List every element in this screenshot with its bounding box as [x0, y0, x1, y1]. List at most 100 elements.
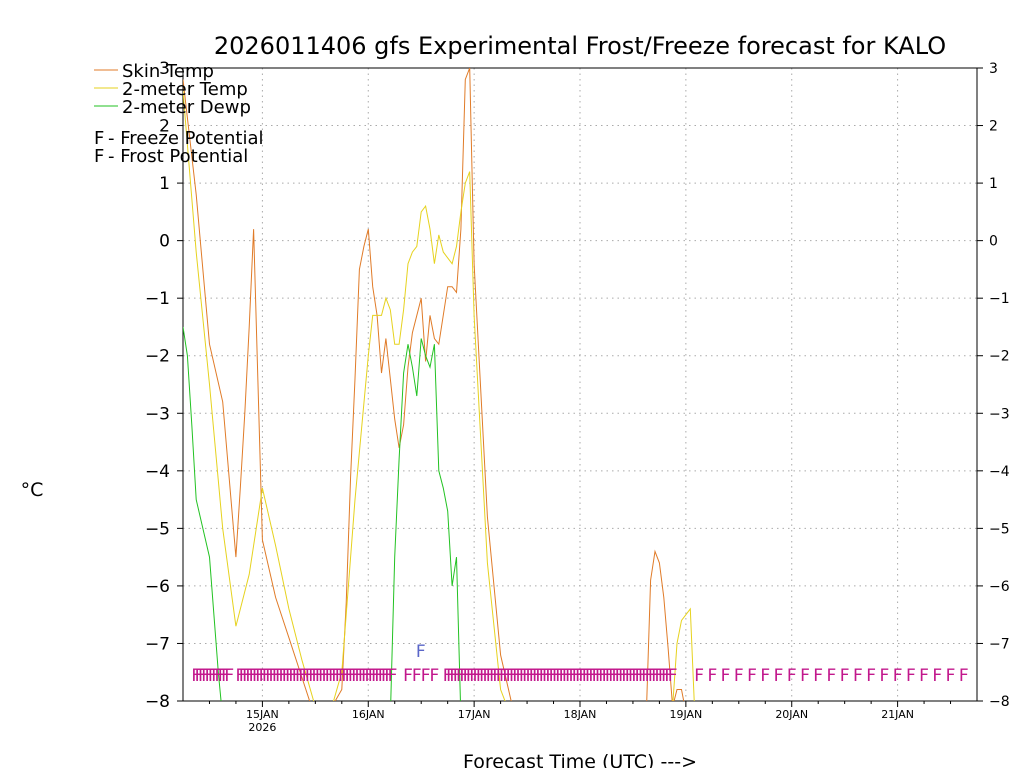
freeze-potential-marker: F [568, 666, 578, 686]
freeze-potential-marker: F [542, 666, 552, 686]
y-tick-label: 2 [159, 117, 170, 137]
freeze-potential-marker: F [664, 666, 674, 686]
series-line-2-meter-temp [183, 90, 695, 701]
freeze-potential-marker: F [272, 666, 282, 686]
freeze-potential-marker: F [555, 666, 565, 686]
freeze-potential-marker: F [249, 666, 259, 686]
y-tick-label-right: −3 [989, 406, 1010, 422]
freeze-potential-marker: F [549, 666, 559, 686]
freeze-potential-marker: F [492, 666, 502, 686]
freeze-potential-marker: F [625, 666, 635, 686]
y-tick-label-right: −4 [989, 464, 1010, 480]
freeze-potential-marker: F [853, 666, 863, 686]
freeze-potential-marker: F [318, 666, 328, 686]
freeze-potential-marker: F [218, 666, 228, 686]
x-tick-label: 16JAN [352, 708, 385, 721]
y-axis-unit-label: °C [21, 479, 44, 501]
freeze-potential-marker: F [525, 666, 535, 686]
freeze-potential-marker: F [539, 666, 549, 686]
x-tick-sublabel: 2026 [248, 721, 276, 734]
freeze-potential-marker: F [298, 666, 308, 686]
freeze-potential-marker: F [532, 666, 542, 686]
freeze-potential-marker: F [191, 666, 201, 686]
freeze-potential-marker: F [328, 666, 338, 686]
freeze-potential-marker: F [522, 666, 532, 686]
freeze-potential-marker: F [224, 666, 234, 686]
freeze-potential-marker: F [403, 666, 413, 686]
freeze-potential-marker: F [658, 666, 668, 686]
freeze-potential-marker: F [582, 666, 592, 686]
freeze-potential-marker: F [572, 666, 582, 686]
series-lines [183, 68, 695, 701]
freeze-potential-marker: F [562, 666, 572, 686]
legend-label-2m-temp: 2-meter Temp [122, 79, 248, 100]
freeze-potential-marker: F [516, 666, 526, 686]
freeze-potential-marker: F [361, 666, 371, 686]
x-axis-label: Forecast Time (UTC) ---> [463, 751, 697, 768]
series-line-2-meter-dewp [183, 326, 461, 701]
freeze-potential-marker: F [456, 666, 466, 686]
freeze-potential-marker: F [252, 666, 262, 686]
y-tick-label: −8 [145, 692, 170, 712]
freeze-potential-marker: F [545, 666, 555, 686]
freeze-potential-marker: F [535, 666, 545, 686]
y-tick-label: −3 [145, 404, 170, 424]
y-tick-label: 3 [159, 59, 170, 79]
freeze-potential-marker: F [552, 666, 562, 686]
freeze-potential-marker: F [473, 666, 483, 686]
freeze-potential-marker: F [578, 666, 588, 686]
freeze-potential-marker: F [694, 666, 704, 686]
freeze-potential-marker: F [866, 666, 876, 686]
y-tick-label-right: −1 [989, 291, 1010, 307]
freeze-potential-marker: F [641, 666, 651, 686]
freeze-potential-marker: F [628, 666, 638, 686]
freeze-potential-marker: F [388, 666, 398, 686]
freeze-potential-marker: F [269, 666, 279, 686]
freeze-potential-marker: F [602, 666, 612, 686]
freeze-potential-marker: F [661, 666, 671, 686]
freeze-potential-marker: F [242, 666, 252, 686]
freeze-potential-marker: F [565, 666, 575, 686]
freeze-potential-marker: F [308, 666, 318, 686]
y-tick-label: −5 [145, 519, 170, 539]
freeze-potential-marker: F [384, 666, 394, 686]
freeze-potential-marker: F [489, 666, 499, 686]
freeze-potential-marker: F [295, 666, 305, 686]
series-line-skin-temp [183, 68, 685, 701]
freeze-potential-marker: F [302, 666, 312, 686]
freeze-potential-marker: F [592, 666, 602, 686]
freeze-potential-marker: F [509, 666, 519, 686]
freeze-potential-marker: F [364, 666, 374, 686]
freeze-potential-marker: F [668, 666, 678, 686]
freeze-potential-marker: F [325, 666, 335, 686]
legend-frost-label: - Frost Potential [108, 146, 248, 167]
freeze-potential-marker: F [612, 666, 622, 686]
freeze-potential-marker: F [292, 666, 302, 686]
freeze-potential-marker: F [374, 666, 384, 686]
freeze-potential-marker: F [371, 666, 381, 686]
freeze-potential-marker: F [315, 666, 325, 686]
freeze-potential-marker: F [760, 666, 770, 686]
freeze-potential-marker: F [345, 666, 355, 686]
freeze-potential-marker: F [598, 666, 608, 686]
freeze-potential-marker: F [879, 666, 889, 686]
freeze-potential-marker: F [368, 666, 378, 686]
freeze-potential-marker: F [707, 666, 717, 686]
y-tick-label: −7 [145, 634, 170, 654]
freeze-potential-marker: F [595, 666, 605, 686]
freeze-potential-marker: F [813, 666, 823, 686]
y-tick-label-right: 3 [989, 61, 998, 77]
freeze-potential-marker: F [585, 666, 595, 686]
freeze-potential-marker: F [338, 666, 348, 686]
freeze-potential-marker: F [621, 666, 631, 686]
freeze-potential-marker: F [506, 666, 516, 686]
y-tick-label-right: −8 [989, 694, 1010, 710]
freeze-potential-marker: F [381, 666, 391, 686]
y-tick-label: −2 [145, 347, 170, 367]
freeze-potential-marker: F [288, 666, 298, 686]
legend-freeze-label: - Freeze Potential [108, 128, 264, 149]
freeze-potential-marker: F [275, 666, 285, 686]
